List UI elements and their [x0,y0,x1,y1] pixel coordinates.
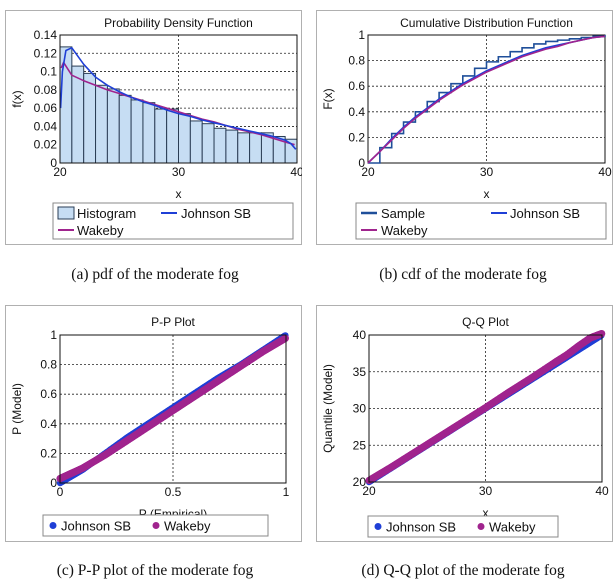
pdf-legend-box [52,202,294,240]
qq-xtick-label: 40 [595,484,609,498]
pdf-johnson-line [59,46,297,150]
pdf-ytick-label: 0.1 [40,65,57,79]
pdf-ytick-label: 0.08 [34,83,58,97]
cdf-title: Cumulative Distribution Function [400,16,573,30]
cdf-ytick-label: 0 [358,156,365,170]
pp-wakeby-point [281,334,289,342]
qq-legend-johnson-label: Johnson SB [386,520,456,535]
pdf-ytick-label: 0 [50,156,57,170]
pdf-xlabel: x [176,187,182,201]
cdf-xtick-label: 40 [598,165,612,179]
pp-ytick-label: 0.4 [40,417,57,431]
qq-title: Q-Q Plot [462,315,509,329]
cdf-legend-johnson-label: Johnson SB [510,206,580,221]
cdf-xlabel: x [484,187,490,201]
cdf-ylabel: F(x) [321,88,335,109]
cdf-chart: Cumulative Distribution Function 20 30 40 0 0… [321,16,612,240]
pdf-histogram-bar [213,127,227,164]
pp-title: P-P Plot [151,315,195,329]
cdf-ytick-label: 0.2 [348,130,365,144]
qq-legend-johnson-swatch [374,523,382,530]
qq-xtick-label: 30 [479,484,493,498]
cdf-ytick-label: 0.6 [348,79,365,93]
pdf-histogram-bar [118,94,132,164]
pdf-histogram-bar [95,84,108,164]
pdf-histogram-bar [237,132,251,164]
pdf-xtick-label: 20 [53,165,67,179]
cdf-ytick-label: 0.8 [348,54,365,68]
pdf-ytick-label: 0.06 [34,101,58,115]
cdf-legend-wakeby-label: Wakeby [381,223,428,238]
cdf-ytick-label: 1 [358,28,365,42]
pp-ytick-label: 1 [50,328,57,342]
caption-c: (c) P-P plot of the moderate fog [56,562,254,579]
pdf-histogram-bar [59,46,73,164]
pdf-histogram-bar [225,129,239,164]
pp-ytick-label: 0.6 [40,387,57,401]
qq-ytick-label: 30 [353,402,367,416]
qq-xlabel: x [483,506,489,520]
pdf-plot-border [59,34,298,164]
pdf-histogram-bar [189,120,203,164]
pdf-histogram-bar [106,88,120,164]
qq-ytick-label: 20 [353,475,367,489]
pdf-xtick-label: 30 [172,165,186,179]
pdf-histogram-bar [201,123,215,164]
pp-legend-johnson-label: Johnson SB [61,519,131,534]
pp-legend-wakeby-label: Wakeby [164,519,211,534]
pdf-xtick-label: 40 [290,165,302,179]
cdf-xtick-label: 20 [361,165,375,179]
caption-b: (b) cdf of the moderate fog [379,266,547,283]
caption-d: (d) Q-Q plot of the moderate fog [361,562,565,579]
qq-legend-wakeby-label: Wakeby [489,520,536,535]
qq-ytick-label: 35 [353,365,367,379]
cdf-wakeby-line [367,35,606,164]
pdf-histogram-bar [130,99,144,164]
qq-ytick-label: 40 [353,328,367,342]
pp-ytick-label: 0 [50,476,57,490]
pdf-histogram-bar [154,108,168,164]
pdf-ytick-label: 0.12 [34,46,58,60]
qq-chart: Q-Q Plot 20 30 40 20 25 30 35 40 x Quantile (Model… [321,315,609,538]
pdf-legend-johnson-label: Johnson SB [181,206,251,221]
pdf-chart: Probability Density Function 20 30 40 0 0.02 0… [10,16,302,240]
pp-legend-wakeby-swatch [152,522,160,529]
cdf-xtick-label: 30 [480,165,494,179]
qq-legend-wakeby-swatch [477,523,485,530]
pdf-ylabel: f(x) [10,90,24,107]
pp-ytick-label: 0.8 [40,358,57,372]
pdf-title: Probability Density Function [104,16,253,30]
cdf-legend-box [355,202,607,240]
pp-xtick-label: 1 [283,485,290,499]
pp-legend-johnson-swatch [49,522,57,529]
pp-ylabel: P (Model) [10,383,24,435]
caption-a: (a) pdf of the moderate fog [71,266,239,283]
qq-legend-box [367,515,559,538]
pdf-legend-wakeby-label: Wakeby [77,223,124,238]
pdf-ytick-label: 0.02 [34,138,58,152]
pdf-wakeby-line [60,61,295,146]
cdf-legend-sample-label: Sample [381,206,425,221]
pp-xtick-label: 0 [57,485,64,499]
pdf-ytick-label: 0.14 [34,28,58,42]
pdf-legend-histogram-label: Histogram [77,206,136,221]
pdf-ytick-label: 0.04 [34,119,58,133]
qq-ylabel: Quantile (Model) [321,364,335,453]
pdf-histogram-bar [178,113,191,164]
pp-ytick-label: 0.2 [40,446,57,460]
pp-xtick-label: 0.5 [165,485,182,499]
qq-xtick-label: 20 [362,484,376,498]
pdf-histogram-bar [142,102,156,164]
pdf-legend-histogram-swatch [57,206,75,220]
qq-plot-border [368,334,603,483]
pdf-histogram-bar [166,108,179,164]
pp-plot-border [59,334,287,484]
qq-ytick-label: 25 [353,438,367,452]
pdf-histogram-bar [249,132,262,164]
pdf-histogram-bar [83,72,97,164]
cdf-ytick-label: 0.4 [348,105,365,119]
